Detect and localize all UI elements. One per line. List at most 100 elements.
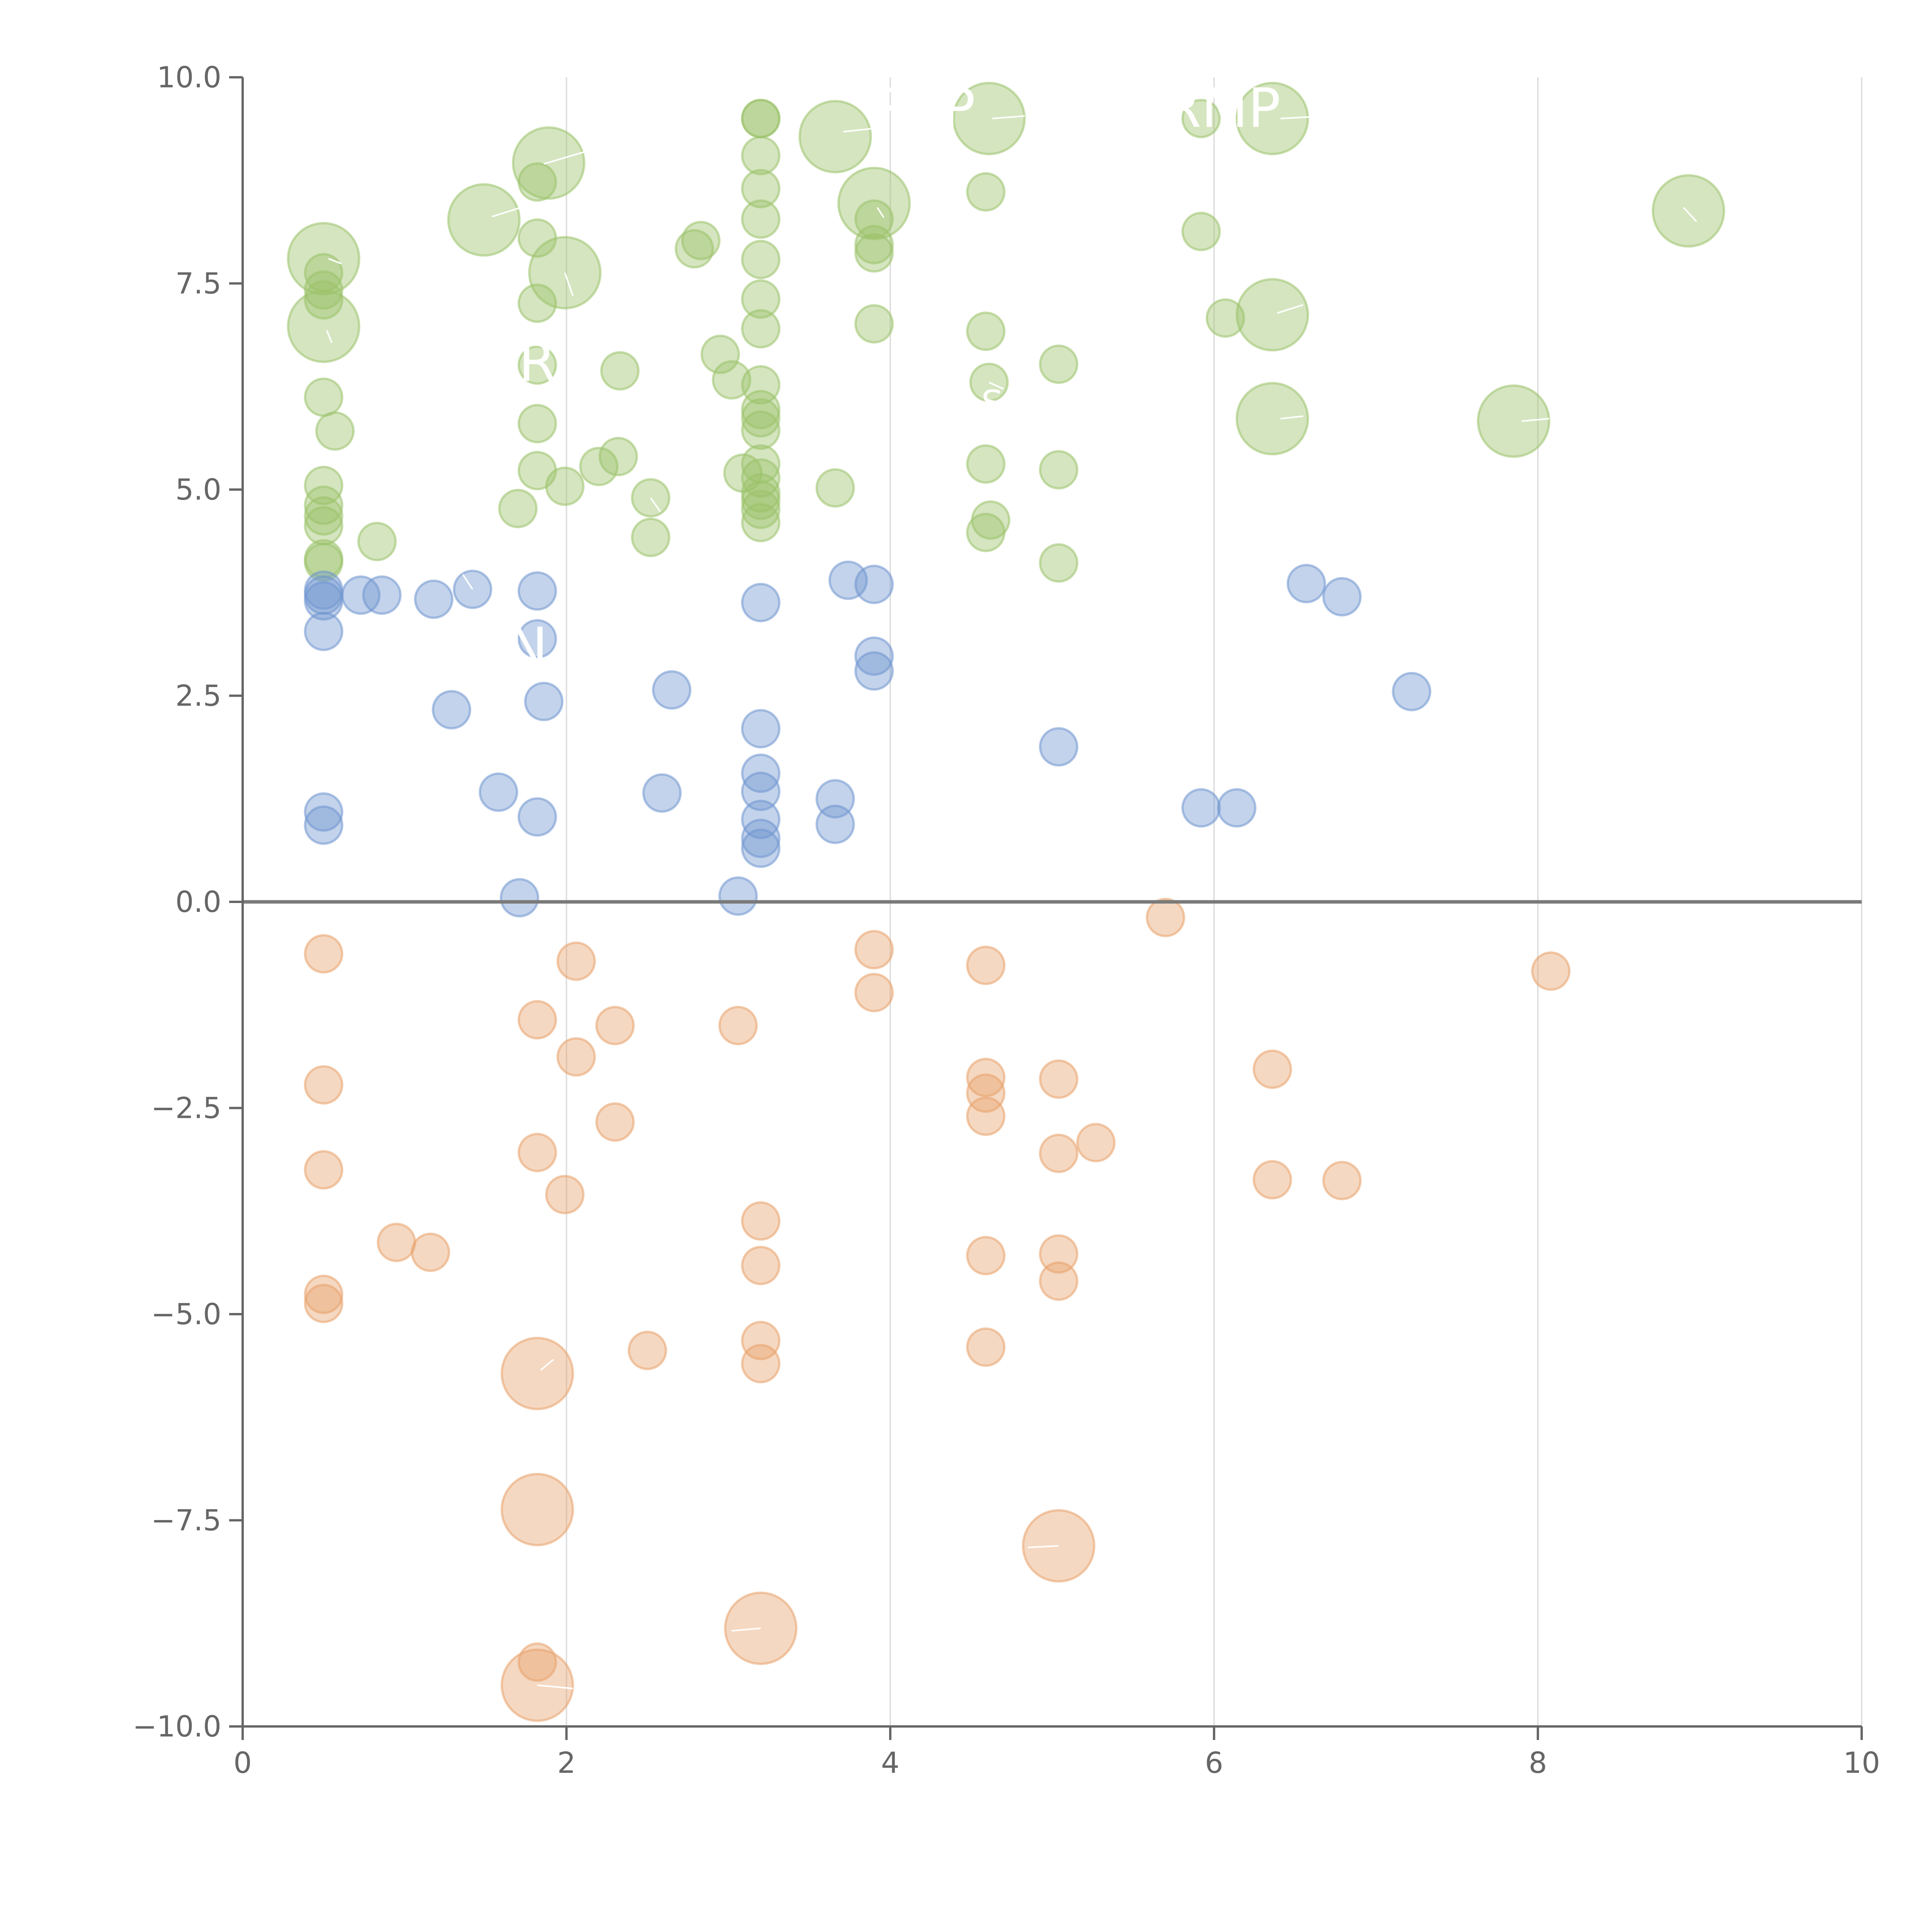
label-leader-6 xyxy=(992,115,1025,119)
positive-high-point-28 xyxy=(675,229,714,269)
positive-low-point-4 xyxy=(362,575,402,615)
label-leader-3 xyxy=(326,330,333,343)
label-leader-15 xyxy=(462,574,473,590)
positive-low-point-7 xyxy=(517,571,557,611)
positive-high-point-23 xyxy=(287,289,361,363)
label-layer: RCP RMP Rí N S xyxy=(351,77,1281,679)
positive-high-point-5 xyxy=(1235,82,1309,155)
label-leader-11 xyxy=(1280,415,1303,420)
negative-point-15 xyxy=(1039,1059,1078,1099)
positive-high-point-51 xyxy=(304,466,344,505)
x-tick-label-1: 2 xyxy=(557,1746,576,1780)
label-leader-1 xyxy=(492,205,526,218)
positive-high-point-46 xyxy=(741,410,781,450)
negative-point-2 xyxy=(854,930,894,969)
negative-point-16 xyxy=(1252,1049,1292,1089)
label-leader-8 xyxy=(876,207,884,218)
positive-high-point-48 xyxy=(1039,344,1078,384)
positive-high-point-4 xyxy=(1181,99,1221,138)
positive-high-point-44 xyxy=(741,390,781,430)
positive-low-point-28 xyxy=(304,792,344,832)
positive-high-point-17 xyxy=(1181,212,1221,252)
negative-point-20 xyxy=(545,1175,585,1214)
positive-high-point-39 xyxy=(517,404,557,444)
positive-low-point-22 xyxy=(1039,727,1078,767)
negative-point-39 xyxy=(500,1473,574,1546)
positive-low-point-3 xyxy=(341,575,381,615)
positive-low-point-29 xyxy=(304,805,344,845)
positive-low-point-19 xyxy=(652,670,692,710)
positive-low-point-11 xyxy=(1286,564,1326,604)
negative-point-4 xyxy=(966,946,1006,985)
negative-point-33 xyxy=(304,1284,344,1323)
x-tick-label-2: 4 xyxy=(881,1746,900,1780)
positive-high-point-30 xyxy=(741,279,781,319)
positive-low-point-36 xyxy=(1217,788,1257,828)
negative-point-3 xyxy=(854,973,894,1012)
negative-point-26 xyxy=(411,1232,451,1272)
positive-high-point-40 xyxy=(600,351,640,391)
positive-low-point-5 xyxy=(414,579,454,619)
y-tick-label-7: 7.5 xyxy=(175,267,221,301)
label-leader-18 xyxy=(731,1628,761,1632)
negative-point-29 xyxy=(966,1236,1006,1276)
negative-point-12 xyxy=(966,1058,1006,1097)
y-tick-label-5: 2.5 xyxy=(175,679,221,713)
y-tick-label-8: 10.0 xyxy=(157,60,221,94)
positive-high-point-75 xyxy=(966,512,1006,552)
positive-low-point-10 xyxy=(854,565,894,604)
positive-high-point-71 xyxy=(741,503,781,543)
positive-high-point-72 xyxy=(815,468,855,508)
positive-low-point-21 xyxy=(1392,672,1432,711)
label-leader-12 xyxy=(1521,418,1549,422)
negative-point-34 xyxy=(628,1330,667,1370)
label-leader-10 xyxy=(1277,304,1304,314)
positive-low-point-8 xyxy=(741,583,781,622)
axis-layer: 0 2 4 6 8 10 −10.0 −7.5 −5.0 −2.5 0.0 2.5 5.0 7.5 10.0 xyxy=(133,60,1880,1780)
negative-point-30 xyxy=(1039,1234,1078,1274)
label-leader-0 xyxy=(543,151,586,165)
positive-low-point-14 xyxy=(517,619,557,659)
positive-high-point-70 xyxy=(741,490,781,529)
negative-point-18 xyxy=(304,1150,344,1190)
negative-point-13 xyxy=(966,1073,1006,1113)
label-leader-9 xyxy=(1683,207,1697,222)
positive-low-point-27 xyxy=(479,772,519,812)
positive-high-point-37 xyxy=(315,411,355,451)
positive-low-point-16 xyxy=(854,651,894,691)
positive-high-point-33 xyxy=(966,311,1006,351)
x-tick-label-4: 8 xyxy=(1529,1746,1547,1780)
y-tick-label-4: 0.0 xyxy=(175,885,221,919)
negative-point-32 xyxy=(304,1274,344,1314)
y-tick-label-0: −10.0 xyxy=(133,1709,221,1743)
y-tick-label-3: −2.5 xyxy=(151,1091,221,1125)
positive-high-point-38 xyxy=(517,345,557,385)
positive-low-point-24 xyxy=(741,772,781,811)
negative-point-21 xyxy=(1039,1133,1078,1173)
positive-high-point-16 xyxy=(966,172,1006,212)
positive-high-point-2 xyxy=(798,100,872,173)
positive-high-point-10 xyxy=(741,169,781,209)
positive-low-point-9 xyxy=(828,560,868,600)
positive-low-point-32 xyxy=(741,818,781,858)
positive-high-point-9 xyxy=(741,136,781,175)
label-leader-5 xyxy=(843,128,874,133)
positive-low-point-18 xyxy=(524,682,564,721)
negative-point-5 xyxy=(1146,898,1185,937)
negative-point-35 xyxy=(741,1321,781,1361)
positive-low-point-17 xyxy=(432,690,471,730)
positive-high-point-3 xyxy=(952,82,1026,155)
positive-high-point-14 xyxy=(854,225,894,265)
positive-high-point-58 xyxy=(498,489,538,529)
positive-high-point-77 xyxy=(1039,543,1078,583)
positive-high-point-34 xyxy=(1206,298,1245,338)
positive-high-point-56 xyxy=(304,542,344,582)
negative-point-37 xyxy=(966,1327,1006,1367)
negative-point-25 xyxy=(377,1223,417,1262)
label-leader-13 xyxy=(650,497,661,512)
positive-high-point-53 xyxy=(304,496,344,536)
positive-high-point-15 xyxy=(854,233,894,273)
negative-point-9 xyxy=(595,1006,635,1046)
label-leader-19 xyxy=(537,1684,573,1689)
